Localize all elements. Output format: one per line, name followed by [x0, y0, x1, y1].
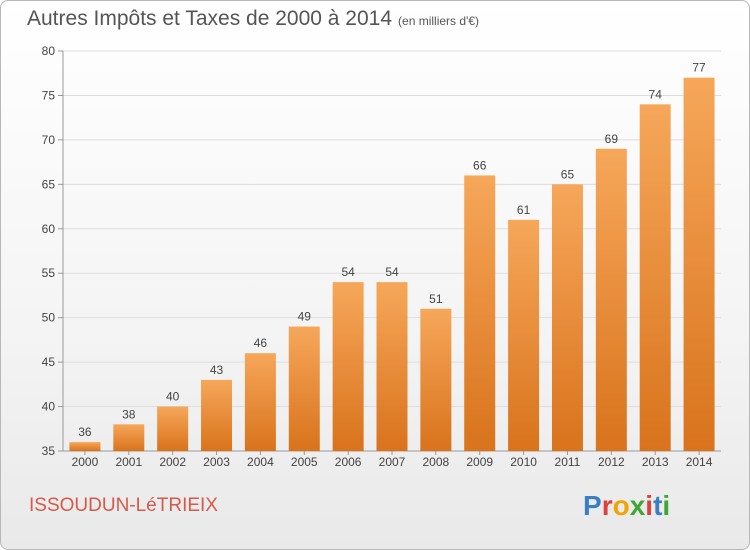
logo-letter: i — [645, 490, 654, 521]
bar — [683, 77, 715, 452]
chart-subtitle: (en milliers d'€) — [398, 14, 480, 28]
bar-value-label: 38 — [122, 407, 136, 421]
bar-value-label: 54 — [341, 265, 355, 279]
x-tick-label: 2002 — [159, 455, 186, 469]
bar-value-label: 46 — [254, 336, 268, 350]
x-tick-label: 2014 — [686, 455, 713, 469]
bar-value-label: 51 — [429, 292, 443, 306]
proxiti-logo: Proxiti — [583, 490, 670, 522]
logo-letter: o — [612, 490, 630, 521]
logo-letter: r — [601, 490, 613, 521]
y-tick-label: 45 — [42, 355, 56, 369]
bar — [69, 442, 101, 451]
y-tick-label: 70 — [42, 133, 56, 147]
labels: 35 40 45 50 55 60 65 70 75 80 36 2000 38 2001 40 2002 43… — [42, 44, 713, 469]
bar — [551, 184, 583, 452]
logo-letter: P — [583, 490, 602, 521]
bar — [288, 326, 320, 451]
bar — [113, 424, 145, 451]
bar-value-label: 43 — [210, 363, 224, 377]
x-tick-label: 2006 — [335, 455, 362, 469]
bar — [595, 148, 627, 451]
logo-letter: i — [662, 490, 671, 521]
bar-value-label: 54 — [385, 265, 399, 279]
x-tick-label: 2007 — [379, 455, 406, 469]
bar-value-label: 40 — [166, 390, 180, 404]
bar — [201, 379, 233, 451]
x-tick-label: 2001 — [115, 455, 142, 469]
x-tick-label: 2005 — [291, 455, 318, 469]
bar-value-label: 74 — [649, 87, 663, 101]
bar — [376, 282, 408, 451]
y-tick-label: 55 — [42, 266, 56, 280]
bar — [639, 104, 671, 451]
bar-value-label: 77 — [692, 61, 706, 75]
bar — [157, 406, 189, 451]
x-tick-label: 2003 — [203, 455, 230, 469]
x-tick-label: 2000 — [72, 455, 99, 469]
bar-value-label: 66 — [473, 158, 487, 172]
x-tick-label: 2010 — [510, 455, 537, 469]
commune-name: ISSOUDUN-LéTRIEIX — [29, 495, 218, 516]
bars — [69, 77, 715, 452]
y-tick-label: 35 — [42, 444, 56, 458]
bar — [420, 308, 452, 451]
bar-value-label: 36 — [78, 425, 92, 439]
y-tick-label: 75 — [42, 88, 56, 102]
x-tick-label: 2008 — [423, 455, 450, 469]
y-tick-label: 40 — [42, 400, 56, 414]
bar-value-label: 49 — [298, 310, 312, 324]
y-tick-label: 65 — [42, 177, 56, 191]
bar — [508, 219, 540, 451]
bar — [332, 282, 364, 451]
y-tick-label: 80 — [42, 44, 56, 58]
bar-value-label: 61 — [517, 203, 531, 217]
x-tick-label: 2004 — [247, 455, 274, 469]
bar-value-label: 69 — [605, 132, 619, 146]
y-tick-label: 60 — [42, 222, 56, 236]
bar — [464, 175, 496, 451]
chart-title: Autres Impôts et Taxes de 2000 à 2014 (en… — [27, 7, 479, 31]
logo-letter: x — [629, 490, 646, 521]
x-tick-label: 2013 — [642, 455, 669, 469]
x-tick-label: 2012 — [598, 455, 625, 469]
logo-letter: t — [653, 490, 663, 521]
bar — [244, 353, 276, 451]
x-tick-label: 2011 — [555, 455, 581, 469]
x-tick-label: 2009 — [466, 455, 493, 469]
bar-value-label: 65 — [561, 167, 575, 181]
title-text: Autres Impôts et Taxes de 2000 à 2014 — [27, 7, 393, 30]
y-tick-label: 50 — [42, 311, 56, 325]
